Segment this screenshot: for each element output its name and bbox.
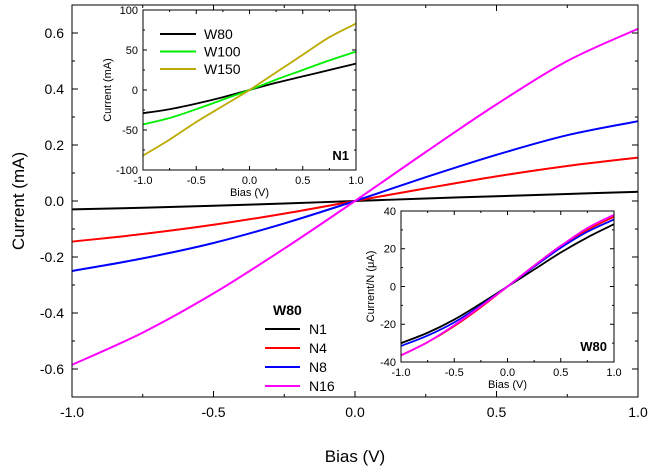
x-tick-label: 0.5 xyxy=(295,175,310,187)
y-axis-label: Current/N (μA) xyxy=(365,251,377,323)
y-tick-label: 0.2 xyxy=(45,137,65,153)
legend-main: W80 N1 N4 N8 N16 xyxy=(265,302,335,394)
y-tick-label: -20 xyxy=(380,319,396,331)
x-tick-label: -0.5 xyxy=(445,367,464,379)
legend-label: N16 xyxy=(309,378,335,394)
x-tick-label: 0.5 xyxy=(553,367,568,379)
y-axis-label: Current (mA) xyxy=(102,58,114,122)
panel-annotation: N1 xyxy=(332,148,349,163)
x-tick-label: 0.0 xyxy=(500,367,515,379)
legend-label: W100 xyxy=(204,44,241,60)
series-line-w150 xyxy=(142,22,357,157)
y-tick-label: 20 xyxy=(384,244,396,256)
x-axis-label: Bias (V) xyxy=(488,379,527,391)
y-tick-label: 0 xyxy=(390,281,396,293)
series-line-n16 xyxy=(71,27,639,366)
y-tick-label: -0.4 xyxy=(40,305,64,321)
y-tick-label: -40 xyxy=(380,357,396,369)
y-tick-label: 0.4 xyxy=(45,81,65,97)
x-tick-label: 0.0 xyxy=(345,404,365,420)
legend-label: N8 xyxy=(309,359,327,375)
x-axis-label: Bias (V) xyxy=(230,187,269,199)
x-tick-label: 0.0 xyxy=(242,175,257,187)
legend-title: W80 xyxy=(273,302,302,318)
x-tick-label: 1.0 xyxy=(606,367,621,379)
y-tick-label: 0 xyxy=(132,85,138,97)
x-tick-label: -1.0 xyxy=(134,175,153,187)
panel-annotation: W80 xyxy=(580,339,607,354)
x-tick-label: -0.5 xyxy=(187,175,206,187)
legend-label: W80 xyxy=(204,26,233,42)
x-tick-label: -1.0 xyxy=(392,367,411,379)
x-axis-label: Bias (V) xyxy=(325,447,385,466)
x-tick-label: 1.0 xyxy=(628,404,648,420)
y-tick-label: 40 xyxy=(384,206,396,218)
legend-label: W150 xyxy=(204,61,241,77)
panel-inset-bottom-right: -1.0 -0.5 0.0 0.5 1.0 -40 -20 0 20 40 Bias (V) Curr… xyxy=(365,206,622,391)
x-tick-label: 0.5 xyxy=(487,404,507,420)
x-tick-label: -1.0 xyxy=(60,404,84,420)
y-tick-label: 100 xyxy=(120,5,138,17)
y-tick-label: 0.0 xyxy=(45,193,65,209)
y-tick-label: -100 xyxy=(116,165,138,177)
y-tick-label: -0.2 xyxy=(40,249,64,265)
y-tick-label: 0.6 xyxy=(45,25,65,41)
x-tick-label: 1.0 xyxy=(348,175,363,187)
x-tick-label: -0.5 xyxy=(201,404,225,420)
legend-label: N4 xyxy=(309,340,327,356)
y-tick-label: 50 xyxy=(126,45,138,57)
y-axis-label: Current (mA) xyxy=(9,152,28,250)
legend-label: N1 xyxy=(309,321,327,337)
panel-main: -1.0 -0.5 0.0 0.5 1.0 -0.6 -0.4 -0.2 0.0 0.2 0.4 0.… xyxy=(9,4,648,466)
series-line-color-ff00ff xyxy=(400,213,615,357)
y-tick-label: -50 xyxy=(122,125,138,137)
panel-inset-top-left: -1.0 -0.5 0.0 0.5 1.0 -100 -50 0 50 100 Bias (V) Cu… xyxy=(102,5,364,199)
y-tick-label: -0.6 xyxy=(40,361,64,377)
